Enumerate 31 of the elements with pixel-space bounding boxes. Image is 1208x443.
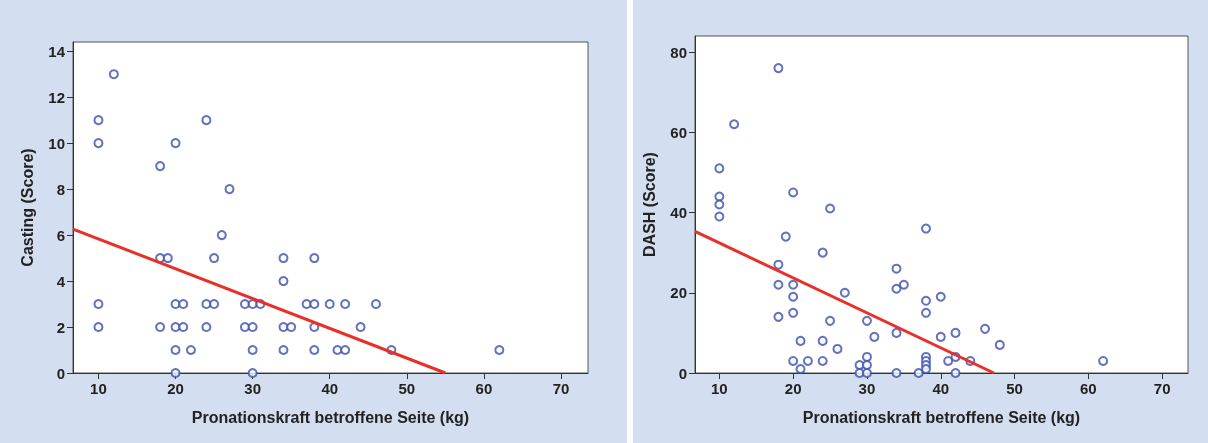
x-tick-label: 30: [858, 380, 876, 397]
y-tick-label: 4: [56, 272, 66, 290]
y-tick-label: 40: [670, 204, 687, 222]
y-tick-label: 0: [56, 364, 65, 382]
y-tick-label: 10: [48, 134, 65, 152]
y-tick-label: 2: [56, 318, 65, 336]
x-tick-label: 40: [932, 380, 950, 397]
x-tick-label: 70: [1153, 380, 1171, 397]
x-tick-label: 10: [711, 380, 728, 397]
y-tick-label: 60: [670, 123, 687, 141]
y-tick-label: 12: [48, 88, 65, 106]
y-tick-label: 80: [670, 43, 687, 61]
y-tick-label: 8: [56, 180, 65, 198]
x-tick-label: 20: [167, 380, 184, 397]
x-tick-label: 10: [90, 380, 107, 397]
y-tick-label: 6: [56, 226, 65, 244]
y-tick-label: 14: [48, 42, 66, 60]
x-tick-label: 40: [321, 380, 339, 397]
x-tick-label: 50: [1006, 380, 1023, 397]
x-tick-label: 30: [244, 380, 261, 397]
x-axis-title: Pronationskraft betroffene Seite (kg): [191, 408, 470, 426]
y-tick-label: 0: [678, 364, 687, 382]
x-tick-label: 50: [398, 380, 416, 397]
x-tick-label: 70: [552, 380, 570, 397]
y-axis-title: DASH (Score): [640, 152, 658, 257]
x-tick-label: 20: [784, 380, 802, 397]
x-tick-label: 60: [475, 380, 493, 397]
x-tick-label: 60: [1080, 380, 1097, 397]
y-tick-label: 20: [670, 284, 687, 302]
y-axis-title: Casting (Score): [18, 148, 36, 267]
x-axis-title: Pronationskraft betroffene Seite (kg): [802, 408, 1081, 426]
